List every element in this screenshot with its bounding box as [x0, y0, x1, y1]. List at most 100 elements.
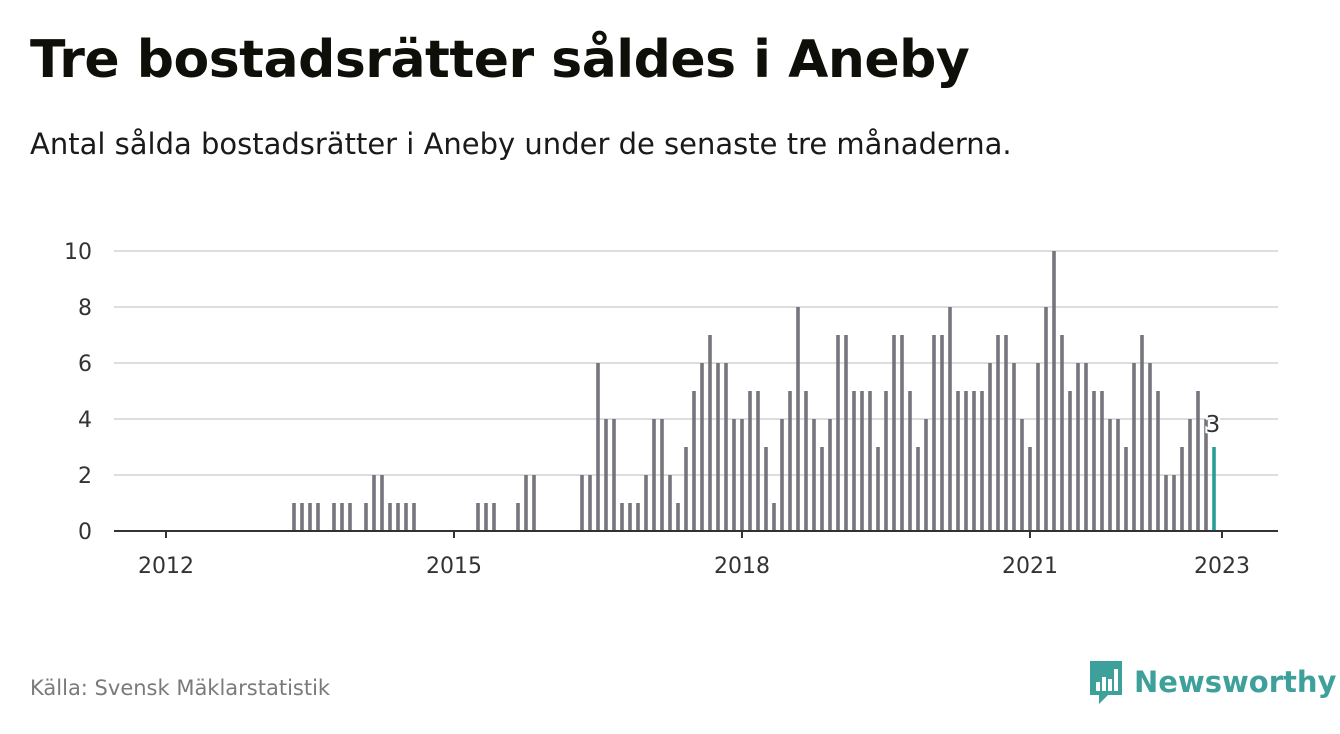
- bar: [748, 391, 752, 531]
- bar: [740, 419, 744, 531]
- bar: [1068, 391, 1072, 531]
- bar: [1204, 419, 1208, 531]
- bar: [340, 503, 344, 531]
- newsworthy-logo-icon: [1090, 661, 1122, 704]
- bar: [956, 391, 960, 531]
- bar: [396, 503, 400, 531]
- bar: [1028, 447, 1032, 531]
- bar: [652, 419, 656, 531]
- x-tick-label: 2018: [714, 554, 770, 579]
- bar: [948, 307, 952, 531]
- y-tick-label: 8: [78, 296, 92, 321]
- bar: [724, 363, 728, 531]
- y-tick-label: 2: [78, 464, 92, 489]
- bar: [484, 503, 488, 531]
- bar: [380, 475, 384, 531]
- bar: [372, 475, 376, 531]
- bar: [868, 391, 872, 531]
- bar: [308, 503, 312, 531]
- bar: [700, 363, 704, 531]
- bar: [764, 447, 768, 531]
- bar: [612, 419, 616, 531]
- bar: [1172, 475, 1176, 531]
- bar: [596, 363, 600, 531]
- bar: [332, 503, 336, 531]
- bar: [1076, 363, 1080, 531]
- bar: [812, 419, 816, 531]
- bar: [412, 503, 416, 531]
- bar: [1140, 335, 1144, 531]
- bar: [668, 475, 672, 531]
- bar: [1004, 335, 1008, 531]
- x-tick-label: 2015: [426, 554, 482, 579]
- bar: [852, 391, 856, 531]
- bar: [1116, 419, 1120, 531]
- bar: [492, 503, 496, 531]
- bar-highlight: [1212, 447, 1216, 531]
- y-tick-label: 6: [78, 352, 92, 377]
- bar: [1164, 475, 1168, 531]
- bar: [996, 335, 1000, 531]
- axes: 0 2 4 6 8 10 3 2012 2015 2018 2021 2023: [64, 240, 1278, 579]
- bar: [388, 503, 392, 531]
- bar: [1108, 419, 1112, 531]
- bar: [772, 503, 776, 531]
- highlight-value-label: 3: [1206, 412, 1221, 438]
- bar: [1084, 363, 1088, 531]
- source-note: Källa: Svensk Mäklarstatistik: [30, 676, 331, 700]
- bar: [860, 391, 864, 531]
- bar: [900, 335, 904, 531]
- bar: [524, 475, 528, 531]
- bar: [884, 391, 888, 531]
- bar: [1196, 391, 1200, 531]
- bar: [1132, 363, 1136, 531]
- bar: [916, 447, 920, 531]
- bar: [516, 503, 520, 531]
- bar: [604, 419, 608, 531]
- bar: [1180, 447, 1184, 531]
- bar: [676, 503, 680, 531]
- bar: [876, 447, 880, 531]
- bar: [1188, 419, 1192, 531]
- chart-subtitle: Antal sålda bostadsrätter i Aneby under …: [30, 127, 1012, 161]
- bar: [732, 419, 736, 531]
- bar: [1012, 363, 1016, 531]
- bar: [1148, 363, 1152, 531]
- bar: [348, 503, 352, 531]
- bar: [716, 363, 720, 531]
- bar: [636, 503, 640, 531]
- bar: [836, 335, 840, 531]
- bar: [588, 475, 592, 531]
- x-tick-label: 2023: [1194, 554, 1250, 579]
- bar: [788, 391, 792, 531]
- bar: [1052, 251, 1056, 531]
- x-tick-label: 2021: [1002, 554, 1058, 579]
- bar: [1060, 335, 1064, 531]
- bar: [708, 335, 712, 531]
- x-tick-label: 2012: [138, 554, 194, 579]
- bar: [932, 335, 936, 531]
- bar: [404, 503, 408, 531]
- bar: [780, 419, 784, 531]
- gridlines: [114, 250, 1278, 476]
- bar: [924, 419, 928, 531]
- bar: [980, 391, 984, 531]
- bar: [476, 503, 480, 531]
- y-tick-label: 0: [78, 520, 92, 545]
- bar: [1036, 363, 1040, 531]
- bar: [316, 503, 320, 531]
- brand-name: Newsworthy: [1134, 665, 1337, 699]
- bar: [1092, 391, 1096, 531]
- bar: [892, 335, 896, 531]
- bar: [1020, 419, 1024, 531]
- y-tick-label: 10: [64, 240, 92, 265]
- bar: [1044, 307, 1048, 531]
- bar: [532, 475, 536, 531]
- bar: [1124, 447, 1128, 531]
- bar: [756, 391, 760, 531]
- bar: [292, 503, 296, 531]
- bar: [580, 475, 584, 531]
- bar: [1100, 391, 1104, 531]
- bar: [844, 335, 848, 531]
- bar: [660, 419, 664, 531]
